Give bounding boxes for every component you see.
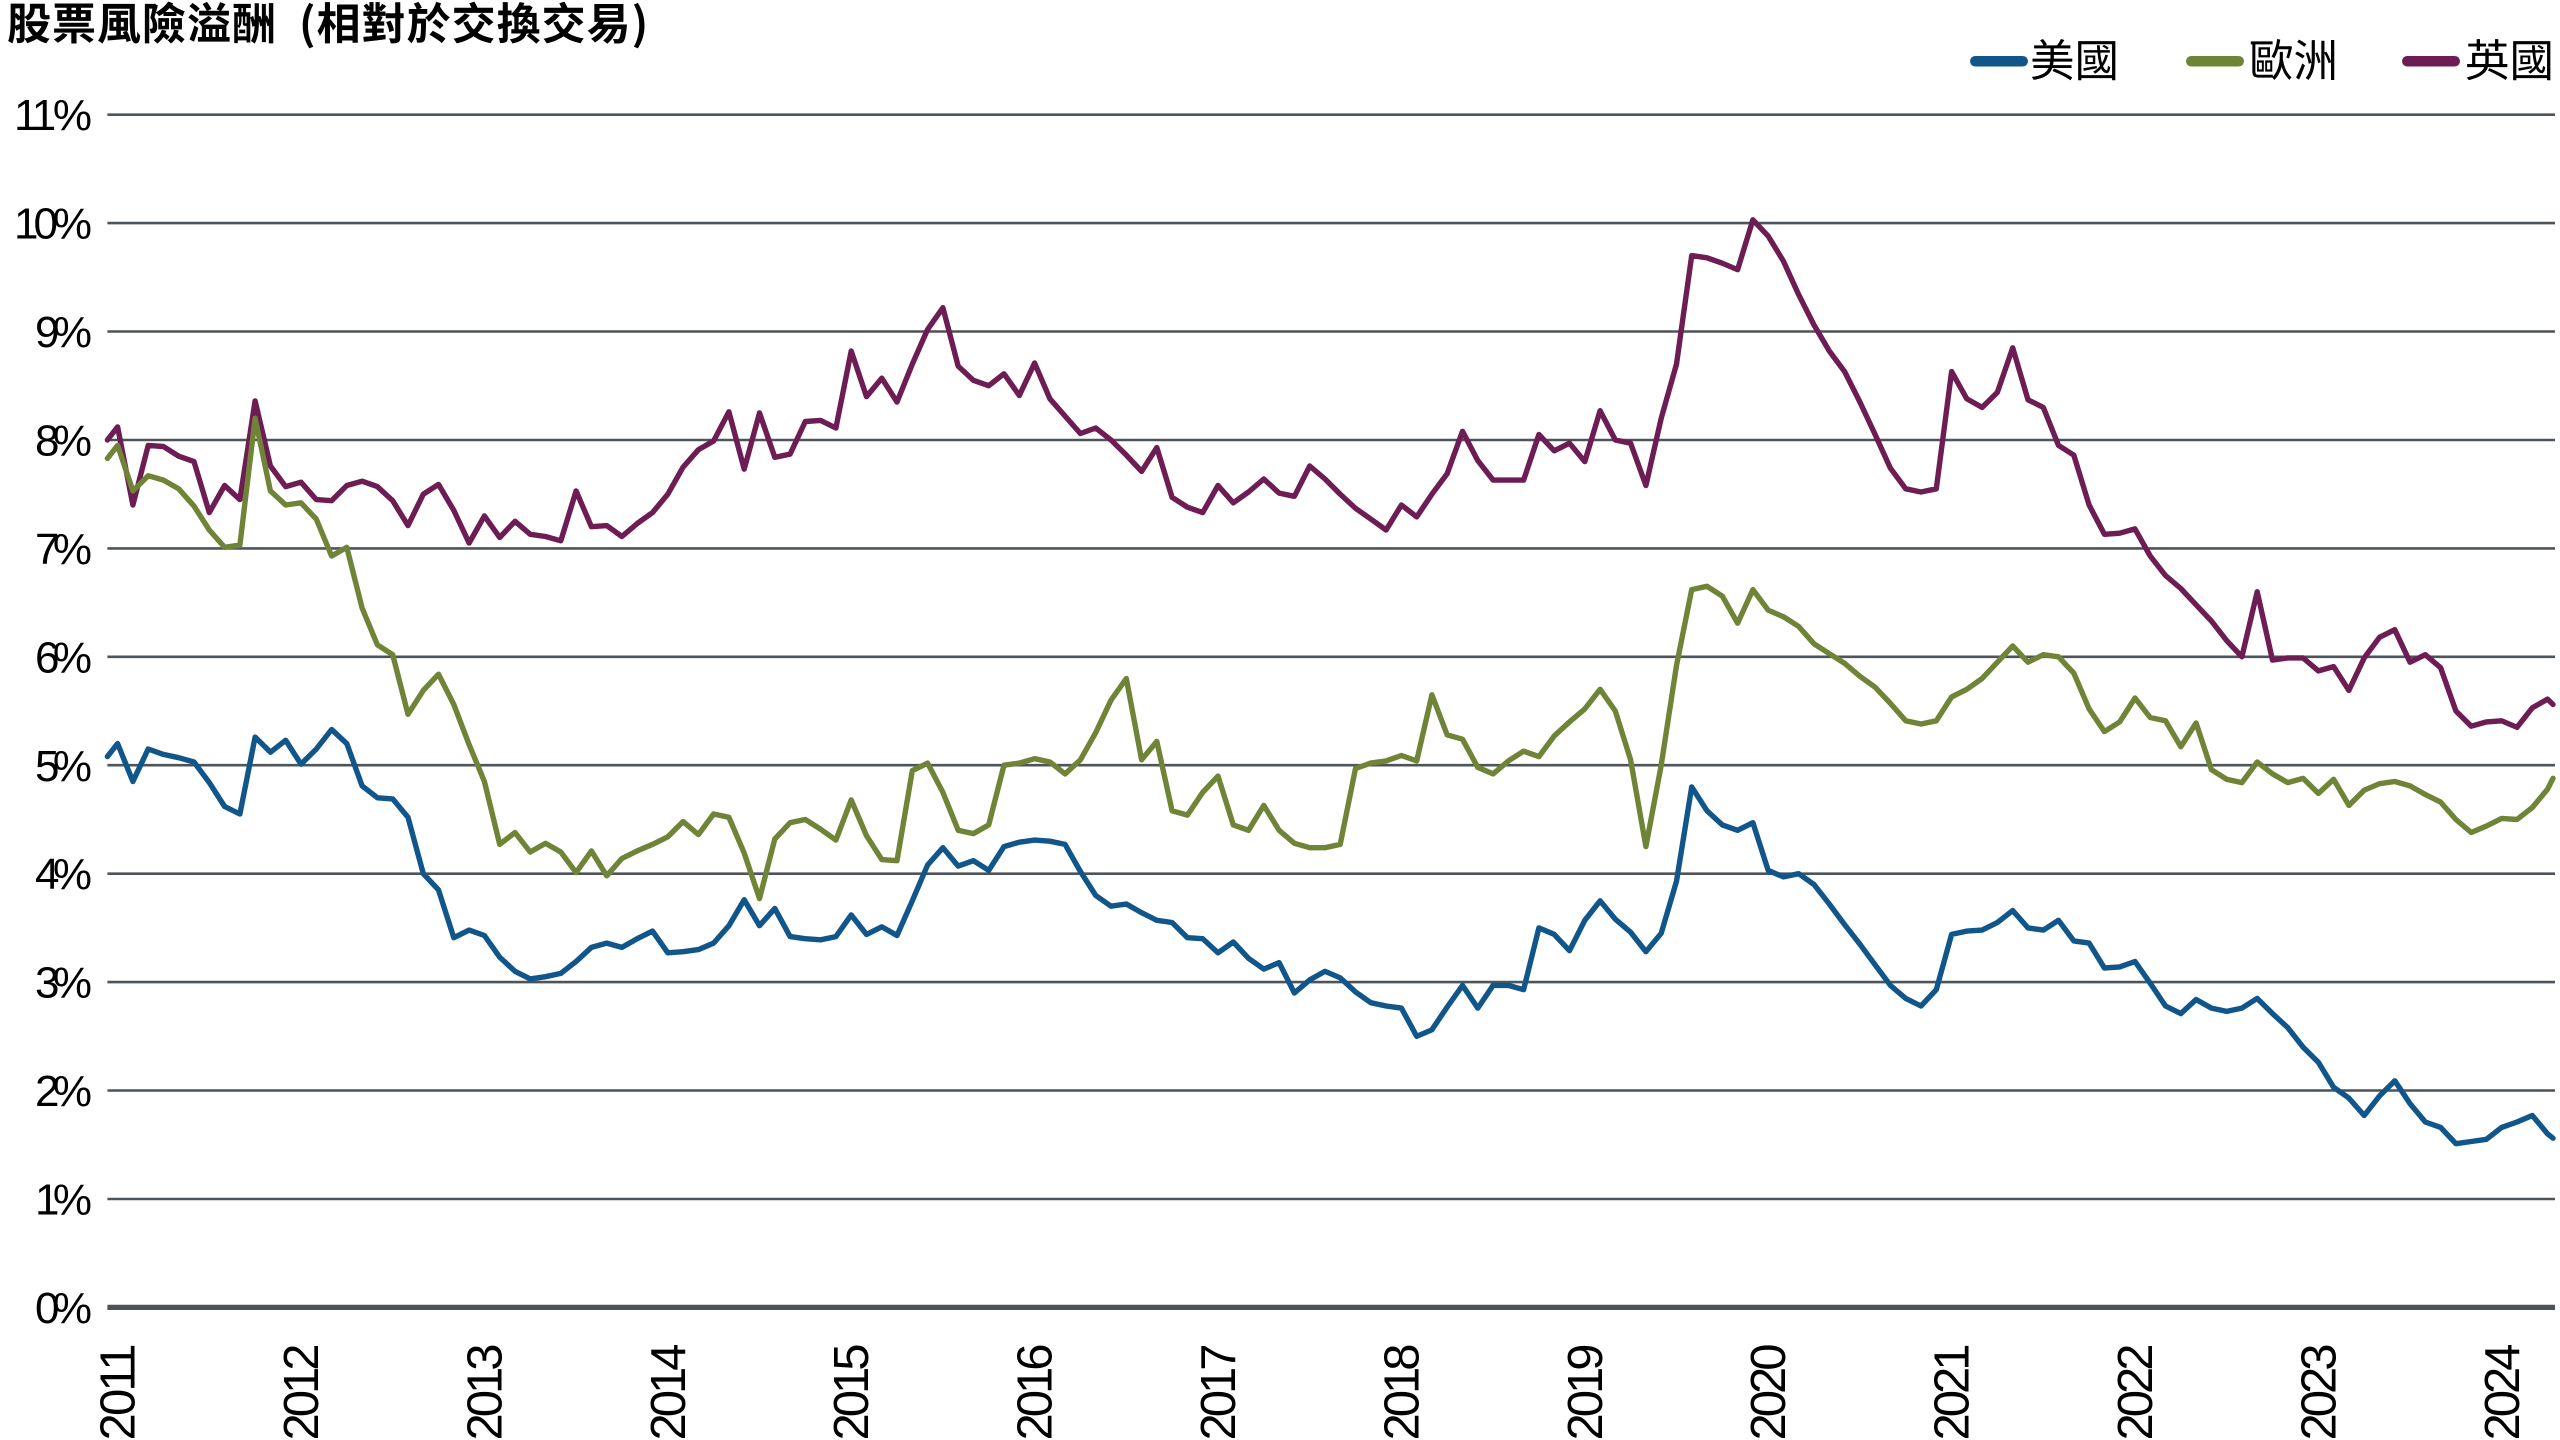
svg-text:2015: 2015 [825, 1344, 879, 1440]
svg-text:1%: 1% [35, 1176, 92, 1225]
svg-text:8%: 8% [35, 417, 92, 466]
svg-text:9%: 9% [35, 308, 92, 357]
svg-text:3%: 3% [35, 959, 92, 1008]
svg-text:2024: 2024 [2476, 1344, 2530, 1440]
svg-text:10%: 10% [14, 200, 92, 249]
svg-text:2020: 2020 [1742, 1344, 1796, 1440]
svg-text:2016: 2016 [1009, 1344, 1063, 1440]
svg-text:2022: 2022 [2109, 1344, 2163, 1440]
svg-text:2011: 2011 [92, 1344, 146, 1440]
svg-text:4%: 4% [35, 850, 92, 899]
svg-text:6%: 6% [35, 633, 92, 682]
svg-text:2012: 2012 [275, 1344, 329, 1440]
svg-text:0%: 0% [35, 1284, 92, 1333]
svg-text:2%: 2% [35, 1067, 92, 1116]
svg-text:2017: 2017 [1192, 1344, 1246, 1440]
svg-text:11%: 11% [14, 91, 92, 140]
svg-text:2018: 2018 [1375, 1344, 1429, 1440]
svg-text:2023: 2023 [2292, 1344, 2346, 1440]
svg-text:2021: 2021 [1926, 1344, 1980, 1440]
svg-text:2014: 2014 [642, 1344, 696, 1440]
svg-text:5%: 5% [35, 742, 92, 791]
svg-text:7%: 7% [35, 525, 92, 574]
svg-text:2019: 2019 [1559, 1344, 1613, 1440]
svg-text:2013: 2013 [458, 1344, 512, 1440]
